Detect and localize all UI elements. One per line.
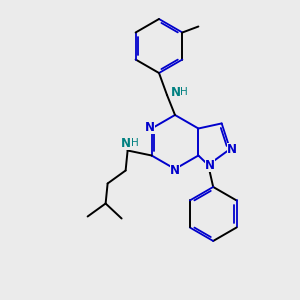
Text: N: N	[145, 121, 154, 134]
Text: N: N	[171, 85, 181, 98]
Text: N: N	[205, 160, 215, 172]
Text: H: H	[180, 87, 188, 97]
Text: N: N	[121, 137, 130, 150]
Text: H: H	[131, 139, 139, 148]
Text: N: N	[170, 164, 180, 176]
Text: N: N	[227, 142, 237, 156]
